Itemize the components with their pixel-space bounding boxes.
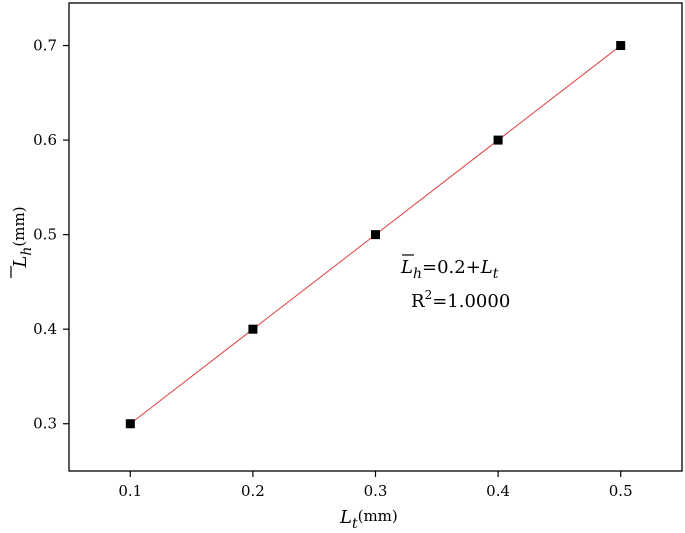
y-tick-label: 0.4 [33, 320, 57, 338]
r-squared-label: R2=1.0000 [411, 288, 510, 312]
data-point [125, 419, 135, 429]
y-axis: 0.3 0.4 0.5 0.6 0.7 [33, 37, 69, 433]
svg-text:Lh(mm): Lh(mm) [10, 206, 35, 268]
x-tick-label: 0.2 [241, 482, 265, 500]
data-point [248, 324, 258, 334]
equation-label: Lh=0.2+Lt [400, 257, 499, 282]
y-axis-title: Lh(mm) [10, 206, 35, 278]
y-tick-label: 0.6 [33, 131, 57, 149]
data-points [125, 41, 626, 429]
data-point [616, 41, 626, 51]
y-tick-label: 0.3 [33, 415, 57, 433]
y-tick-label: 0.5 [33, 226, 57, 244]
x-tick-label: 0.3 [364, 482, 388, 500]
x-axis: 0.1 0.2 0.3 0.4 0.5 [118, 471, 633, 500]
data-point [493, 135, 503, 145]
x-tick-label: 0.1 [118, 482, 142, 500]
data-point [371, 230, 380, 240]
y-tick-label: 0.7 [33, 37, 57, 55]
x-tick-label: 0.4 [486, 482, 510, 500]
y-axis-title-var: L [10, 256, 31, 269]
x-axis-title: Lt(mm) [339, 507, 398, 532]
x-tick-label: 0.5 [609, 482, 633, 500]
